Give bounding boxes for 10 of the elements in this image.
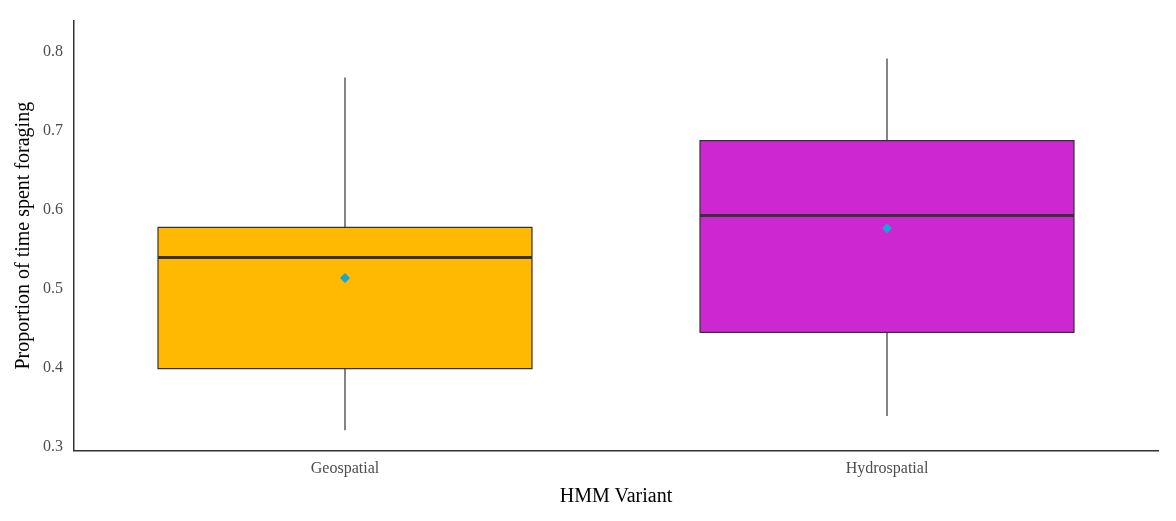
x-axis-title: HMM Variant (559, 484, 673, 507)
y-axis-title: Proportion of time spent foraging (11, 101, 35, 370)
y-tick-label: 0.7 (43, 121, 63, 139)
y-tick-label: 0.3 (43, 437, 63, 455)
x-tick-label: Hydrospatial (845, 458, 929, 477)
y-tick-label: 0.4 (43, 358, 63, 376)
x-tick-label: Geospatial (310, 458, 380, 477)
y-tick-label: 0.5 (43, 279, 63, 297)
y-tick-label: 0.8 (43, 42, 63, 60)
y-tick-label: 0.6 (43, 200, 63, 218)
